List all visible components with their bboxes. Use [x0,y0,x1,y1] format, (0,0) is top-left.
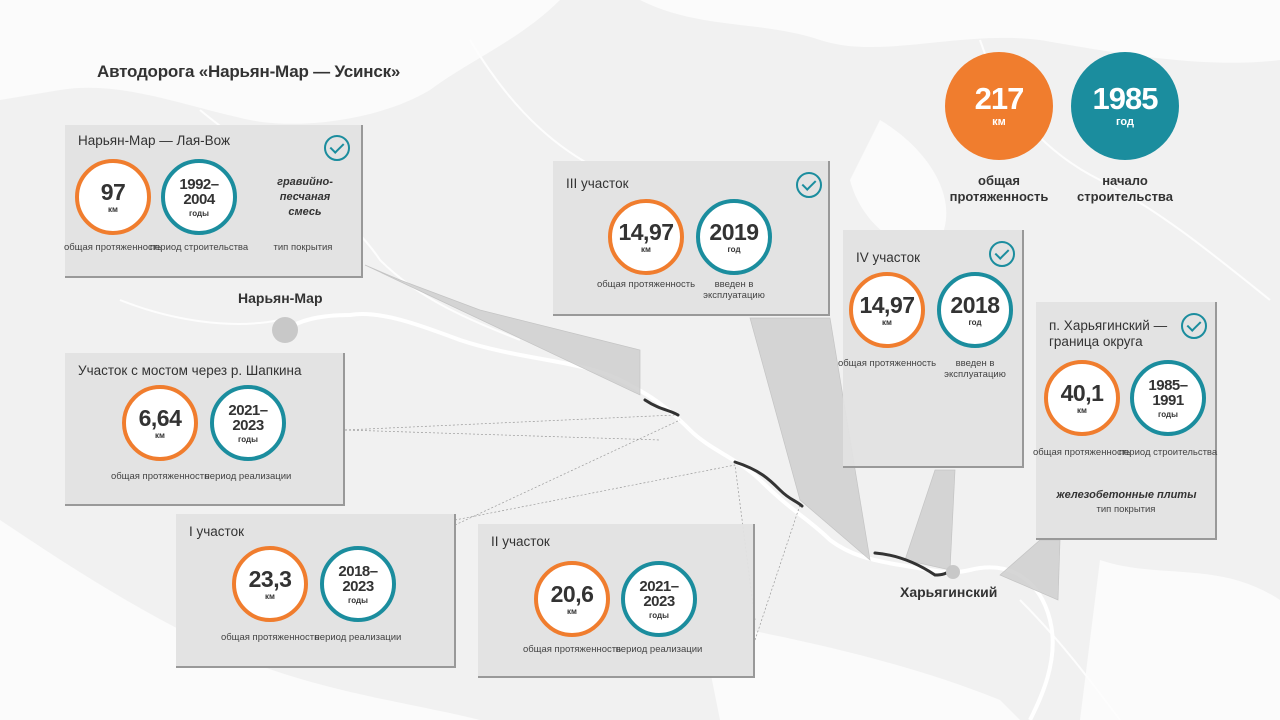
length-ring: 23,3 км [232,546,308,622]
section-name: III участок [566,176,629,191]
period-value: 2021– 2023 [639,577,679,610]
period-unit: годы [189,208,209,218]
city-label-naryan-mar: Нарьян-Мар [238,290,323,306]
surface-caption: тип покрытия [273,242,333,253]
length-unit: км [265,591,275,601]
length-value: 14,97 [859,291,915,318]
length-unit: км [882,317,892,327]
start-year-unit: год [1116,116,1134,128]
start-year-disc: 1985 год [1071,52,1179,160]
period-ring: 1992– 2004 годы [161,159,237,235]
period-value: 2018– 2023 [338,562,378,595]
year-ring: 2018 год [937,272,1013,348]
total-length-value: 217 [974,81,1025,116]
period-ring: 2021– 2023 годы [210,385,286,461]
section-card-1: I участок 23,3 км общая протяженность 20… [176,514,456,668]
section-card-naryan-mar-laya-vozh: Нарьян-Мар — Лая-Вож 97 км общая протяже… [63,125,363,278]
length-unit: км [567,606,577,616]
year-caption: введен в эксплуатацию [703,279,765,301]
length-caption: общая протяженность [837,358,937,369]
period-unit: годы [1158,409,1178,419]
section-name: IV участок [856,250,920,265]
length-caption: общая протяженность [522,644,622,655]
period-unit: годы [649,610,669,620]
surface-value: железобетонные плиты [1056,489,1197,501]
period-value: 2021– 2023 [228,401,268,434]
total-length-disc: 217 км [945,52,1053,160]
length-caption: общая протяженность [596,279,696,290]
length-unit: км [155,430,165,440]
check-icon [1181,313,1207,339]
period-caption: период реализации [204,471,292,482]
page-title: Автодорога «Нарьян-Мар — Усинск» [97,62,401,81]
year-caption: введен в эксплуатацию [944,358,1006,380]
period-caption: период строительства [1118,447,1218,458]
period-ring: 2021– 2023 годы [621,561,697,637]
section-card-3: III участок 14,97 км общая протяженность… [553,161,830,316]
length-value: 14,97 [618,218,674,245]
section-card-kharyaginsky-border: п. Харьягинский — граница округа 40,1 км… [1033,302,1218,540]
length-caption: общая протяженность [1032,447,1132,458]
length-ring: 6,64 км [122,385,198,461]
period-value: 1985– 1991 [1148,376,1188,409]
period-unit: годы [348,595,368,605]
length-value: 6,64 [138,404,182,431]
city-label-kharyaginsky: Харьягинский [900,584,998,600]
total-length-caption: общая протяженность [949,173,1049,204]
section-name: I участок [189,524,244,539]
year-value: 2018 [950,291,1000,318]
length-unit: км [1077,405,1087,415]
surface-value: гравийно- песчаная смесь [277,176,333,218]
length-ring: 40,1 км [1044,360,1120,436]
section-name: Участок с мостом через р. Шапкина [78,363,302,378]
year-ring: 2019 год [696,199,772,275]
period-ring: 2018– 2023 годы [320,546,396,622]
surface-caption: тип покрытия [1096,504,1156,515]
period-caption: период реализации [314,632,402,643]
section-name: п. Харьягинский — граница округа [1049,318,1168,349]
check-icon [796,172,822,198]
length-ring: 20,6 км [534,561,610,637]
section-name: II участок [491,534,550,549]
length-ring: 97 км [75,159,151,235]
period-caption: период строительства [149,242,249,253]
length-unit: км [108,204,118,214]
total-length-unit: км [992,116,1006,128]
length-ring: 14,97 км [608,199,684,275]
section-card-2: II участок 20,6 км общая протяженность 2… [478,524,755,678]
year-unit: год [727,244,741,254]
length-unit: км [641,244,651,254]
period-unit: годы [238,434,258,444]
start-year-caption: начало строительства [1077,173,1173,204]
period-caption: период реализации [615,644,703,655]
length-caption: общая протяженность [63,242,163,253]
length-value: 97 [100,178,126,205]
start-year-value: 1985 [1092,81,1159,116]
length-value: 20,6 [550,580,594,607]
check-icon [324,135,350,161]
period-ring: 1985– 1991 годы [1130,360,1206,436]
check-icon [989,241,1015,267]
year-value: 2019 [709,218,759,245]
length-value: 40,1 [1060,379,1104,406]
section-name: Нарьян-Мар — Лая-Вож [78,133,231,148]
period-value: 1992– 2004 [179,175,219,208]
section-card-4: IV участок 14,97 км общая протяженность … [838,230,1024,468]
length-caption: общая протяженность [110,471,210,482]
length-ring: 14,97 км [849,272,925,348]
year-unit: год [968,317,982,327]
section-card-shapkina-bridge: Участок с мостом через р. Шапкина 6,64 к… [65,353,345,506]
length-caption: общая протяженность [220,632,320,643]
length-value: 23,3 [248,565,292,592]
